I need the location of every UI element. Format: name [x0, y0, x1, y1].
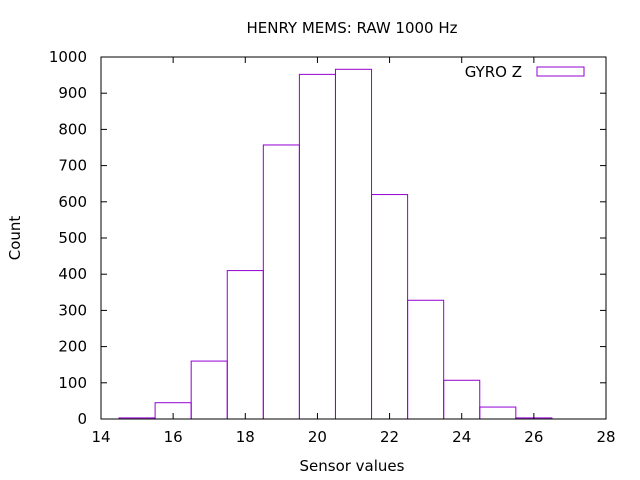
y-tick-label: 800 — [58, 120, 87, 138]
x-tick-label: 18 — [236, 428, 255, 446]
y-tick-label: 100 — [58, 374, 87, 392]
histogram-bar — [298, 73, 336, 420]
y-tick-label: 1000 — [49, 48, 87, 66]
x-tick-label: 14 — [91, 428, 110, 446]
histogram-bar — [262, 144, 300, 420]
x-tick-label: 22 — [380, 428, 399, 446]
y-tick-label: 300 — [58, 301, 87, 319]
y-tick-label: 200 — [58, 338, 87, 356]
histogram-bar — [371, 194, 409, 420]
x-tick-label: 20 — [308, 428, 327, 446]
x-axis-label: Sensor values — [300, 457, 405, 475]
histogram-bar — [407, 299, 445, 420]
y-tick-label: 600 — [58, 193, 87, 211]
y-tick-label: 500 — [58, 229, 87, 247]
histogram-bar — [226, 270, 264, 420]
ticks-group: 14 16 18 20 22 24 26 28 0 100 200 300 400 500 600 700 80… — [49, 48, 616, 446]
x-tick-label: 28 — [596, 428, 615, 446]
histogram-bar — [479, 406, 517, 420]
x-tick-label: 16 — [164, 428, 183, 446]
legend: GYRO Z — [465, 63, 585, 81]
x-tick-label: 26 — [524, 428, 543, 446]
y-axis-label: Count — [6, 216, 24, 261]
y-tick-label: 700 — [58, 157, 87, 175]
bars-group — [118, 68, 553, 420]
histogram-bar — [334, 68, 373, 420]
legend-label: GYRO Z — [465, 63, 522, 81]
x-tick-label: 24 — [452, 428, 471, 446]
y-tick-label: 900 — [58, 84, 87, 102]
y-tick-label: 0 — [77, 410, 87, 428]
plot-frame — [100, 56, 607, 420]
legend-swatch — [536, 66, 585, 77]
chart-title: HENRY MEMS: RAW 1000 Hz — [246, 19, 457, 37]
histogram-bar — [190, 360, 228, 420]
y-tick-label: 400 — [58, 265, 87, 283]
